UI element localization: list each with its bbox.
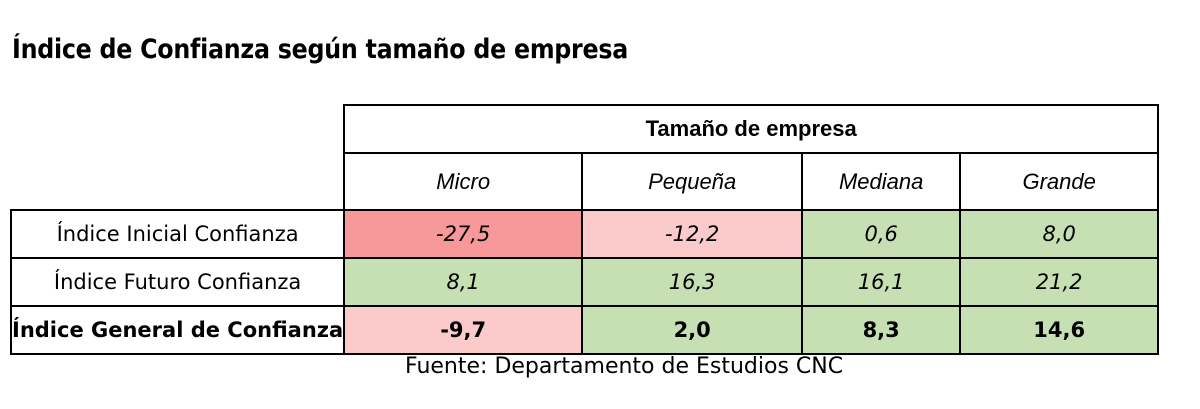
group-header-row: Tamaño de empresa: [11, 104, 1160, 211]
value-cell: 8,0: [959, 209, 1160, 259]
column-header-mediana: Mediana: [801, 152, 962, 211]
row-label-indice-futuro: Índice Futuro Confianza: [9, 257, 346, 307]
value-cell: 8,1: [343, 257, 584, 307]
column-header-row: Micro Pequeña Mediana Grande: [11, 152, 1160, 211]
group-header-company-size: Tamaño de empresa: [343, 104, 1160, 154]
source-note: Fuente: Departamento de Estudios CNC: [405, 354, 844, 379]
value-cell: -27,5: [343, 209, 584, 259]
value-cell: 21,2: [959, 257, 1160, 307]
empty-corner-cell: [11, 105, 346, 211]
value-cell: 14,6: [959, 305, 1160, 355]
column-header-micro: Micro: [343, 152, 584, 211]
table-row: Índice Futuro Confianza 8,1 16,3 16,1 21…: [9, 257, 1160, 307]
value-cell: 2,0: [581, 305, 804, 355]
value-cell: 16,3: [581, 257, 804, 307]
table-row: Índice Inicial Confianza -27,5 -12,2 0,6…: [9, 209, 1160, 259]
value-cell: -9,7: [343, 305, 584, 355]
value-cell: 16,1: [801, 257, 962, 307]
page-title: Índice de Confianza según tamaño de empr…: [12, 34, 629, 65]
column-header-pequena: Pequeña: [581, 152, 804, 211]
value-cell: 8,3: [801, 305, 962, 355]
column-header-grande: Grande: [959, 152, 1160, 211]
confidence-table: Tamaño de empresa Micro Pequeña Mediana …: [9, 104, 1160, 355]
table-row: Índice General de Confianza -9,7 2,0 8,3…: [9, 305, 1160, 355]
value-cell: -12,2: [581, 209, 804, 259]
row-label-indice-inicial: Índice Inicial Confianza: [9, 209, 346, 259]
value-cell: 0,6: [801, 209, 962, 259]
row-label-indice-general: Índice General de Confianza: [9, 305, 346, 355]
